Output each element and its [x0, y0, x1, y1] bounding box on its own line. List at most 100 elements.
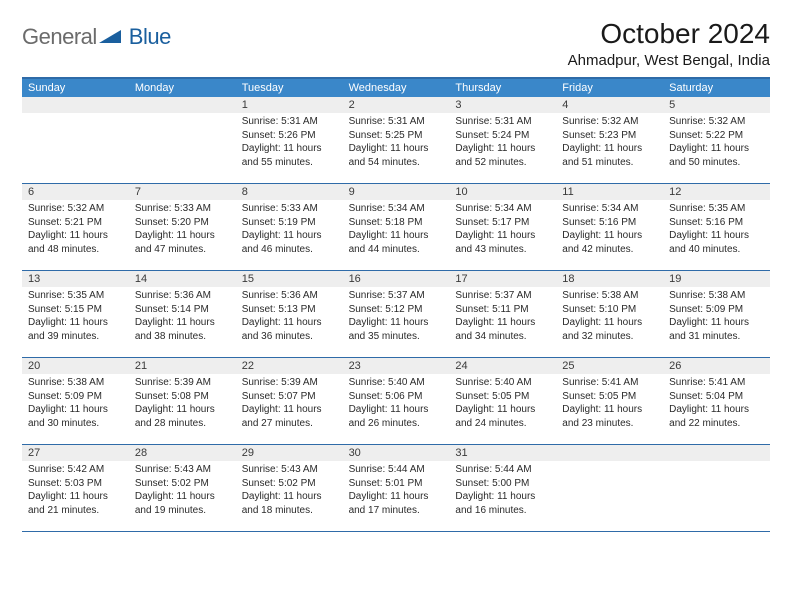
day-body: Sunrise: 5:35 AMSunset: 5:15 PMDaylight:…: [22, 287, 129, 347]
daylight-line: Daylight: 11 hours and 42 minutes.: [562, 229, 657, 256]
day-body: Sunrise: 5:34 AMSunset: 5:17 PMDaylight:…: [449, 200, 556, 260]
day-of-week: Sunday: [22, 79, 129, 97]
day-number: 19: [663, 271, 770, 287]
day-body: Sunrise: 5:35 AMSunset: 5:16 PMDaylight:…: [663, 200, 770, 260]
daylight-line: Daylight: 11 hours and 43 minutes.: [455, 229, 550, 256]
day-cell: 26Sunrise: 5:41 AMSunset: 5:04 PMDayligh…: [663, 358, 770, 444]
daylight-line: Daylight: 11 hours and 21 minutes.: [28, 490, 123, 517]
day-number: 29: [236, 445, 343, 461]
day-number: 1: [236, 97, 343, 113]
day-number: 28: [129, 445, 236, 461]
sunrise-line: Sunrise: 5:31 AM: [242, 115, 337, 129]
sunrise-line: Sunrise: 5:42 AM: [28, 463, 123, 477]
sunset-line: Sunset: 5:02 PM: [242, 477, 337, 491]
sunrise-line: Sunrise: 5:37 AM: [349, 289, 444, 303]
sunset-line: Sunset: 5:25 PM: [349, 129, 444, 143]
day-body: Sunrise: 5:43 AMSunset: 5:02 PMDaylight:…: [236, 461, 343, 521]
sunset-line: Sunset: 5:21 PM: [28, 216, 123, 230]
day-number: [663, 445, 770, 461]
sunset-line: Sunset: 5:06 PM: [349, 390, 444, 404]
sunrise-line: Sunrise: 5:32 AM: [669, 115, 764, 129]
sunset-line: Sunset: 5:13 PM: [242, 303, 337, 317]
header: General Blue October 2024 Ahmadpur, West…: [22, 18, 770, 69]
day-cell: [129, 97, 236, 183]
day-cell: [22, 97, 129, 183]
day-body: Sunrise: 5:38 AMSunset: 5:09 PMDaylight:…: [663, 287, 770, 347]
day-body: Sunrise: 5:36 AMSunset: 5:14 PMDaylight:…: [129, 287, 236, 347]
sunset-line: Sunset: 5:10 PM: [562, 303, 657, 317]
day-cell: 8Sunrise: 5:33 AMSunset: 5:19 PMDaylight…: [236, 184, 343, 270]
sunset-line: Sunset: 5:01 PM: [349, 477, 444, 491]
daylight-line: Daylight: 11 hours and 50 minutes.: [669, 142, 764, 169]
sunset-line: Sunset: 5:02 PM: [135, 477, 230, 491]
sunrise-line: Sunrise: 5:38 AM: [562, 289, 657, 303]
day-body: Sunrise: 5:44 AMSunset: 5:00 PMDaylight:…: [449, 461, 556, 521]
day-body: Sunrise: 5:33 AMSunset: 5:19 PMDaylight:…: [236, 200, 343, 260]
logo-triangle-icon: [99, 27, 121, 48]
sunrise-line: Sunrise: 5:44 AM: [349, 463, 444, 477]
sunset-line: Sunset: 5:22 PM: [669, 129, 764, 143]
sunset-line: Sunset: 5:16 PM: [669, 216, 764, 230]
logo-word1: General: [22, 24, 97, 50]
day-body: Sunrise: 5:32 AMSunset: 5:23 PMDaylight:…: [556, 113, 663, 173]
daylight-line: Daylight: 11 hours and 27 minutes.: [242, 403, 337, 430]
day-number: 20: [22, 358, 129, 374]
sunrise-line: Sunrise: 5:35 AM: [28, 289, 123, 303]
sunset-line: Sunset: 5:20 PM: [135, 216, 230, 230]
sunset-line: Sunset: 5:11 PM: [455, 303, 550, 317]
daylight-line: Daylight: 11 hours and 36 minutes.: [242, 316, 337, 343]
sunrise-line: Sunrise: 5:33 AM: [135, 202, 230, 216]
calendar: SundayMondayTuesdayWednesdayThursdayFrid…: [22, 77, 770, 532]
day-number: 10: [449, 184, 556, 200]
sunset-line: Sunset: 5:12 PM: [349, 303, 444, 317]
day-cell: [556, 445, 663, 531]
daylight-line: Daylight: 11 hours and 46 minutes.: [242, 229, 337, 256]
sunrise-line: Sunrise: 5:35 AM: [669, 202, 764, 216]
sunrise-line: Sunrise: 5:38 AM: [28, 376, 123, 390]
day-of-week: Thursday: [449, 79, 556, 97]
sunrise-line: Sunrise: 5:31 AM: [455, 115, 550, 129]
day-number: 6: [22, 184, 129, 200]
day-number: 5: [663, 97, 770, 113]
day-body: Sunrise: 5:31 AMSunset: 5:24 PMDaylight:…: [449, 113, 556, 173]
sunrise-line: Sunrise: 5:43 AM: [135, 463, 230, 477]
day-number: 7: [129, 184, 236, 200]
day-body: Sunrise: 5:36 AMSunset: 5:13 PMDaylight:…: [236, 287, 343, 347]
sunset-line: Sunset: 5:26 PM: [242, 129, 337, 143]
daylight-line: Daylight: 11 hours and 51 minutes.: [562, 142, 657, 169]
day-cell: 16Sunrise: 5:37 AMSunset: 5:12 PMDayligh…: [343, 271, 450, 357]
day-number: 18: [556, 271, 663, 287]
day-number: 16: [343, 271, 450, 287]
sunset-line: Sunset: 5:03 PM: [28, 477, 123, 491]
day-number: 14: [129, 271, 236, 287]
day-number: [129, 97, 236, 113]
day-cell: 6Sunrise: 5:32 AMSunset: 5:21 PMDaylight…: [22, 184, 129, 270]
day-body: Sunrise: 5:38 AMSunset: 5:09 PMDaylight:…: [22, 374, 129, 434]
day-body: Sunrise: 5:42 AMSunset: 5:03 PMDaylight:…: [22, 461, 129, 521]
day-body: Sunrise: 5:34 AMSunset: 5:18 PMDaylight:…: [343, 200, 450, 260]
sunrise-line: Sunrise: 5:37 AM: [455, 289, 550, 303]
sunrise-line: Sunrise: 5:31 AM: [349, 115, 444, 129]
day-number: 24: [449, 358, 556, 374]
daylight-line: Daylight: 11 hours and 26 minutes.: [349, 403, 444, 430]
sunrise-line: Sunrise: 5:32 AM: [562, 115, 657, 129]
day-body: Sunrise: 5:31 AMSunset: 5:25 PMDaylight:…: [343, 113, 450, 173]
day-body: Sunrise: 5:40 AMSunset: 5:06 PMDaylight:…: [343, 374, 450, 434]
daylight-line: Daylight: 11 hours and 24 minutes.: [455, 403, 550, 430]
day-cell: 15Sunrise: 5:36 AMSunset: 5:13 PMDayligh…: [236, 271, 343, 357]
day-body: Sunrise: 5:44 AMSunset: 5:01 PMDaylight:…: [343, 461, 450, 521]
day-cell: 19Sunrise: 5:38 AMSunset: 5:09 PMDayligh…: [663, 271, 770, 357]
day-cell: 1Sunrise: 5:31 AMSunset: 5:26 PMDaylight…: [236, 97, 343, 183]
day-number: 9: [343, 184, 450, 200]
day-cell: 3Sunrise: 5:31 AMSunset: 5:24 PMDaylight…: [449, 97, 556, 183]
sunrise-line: Sunrise: 5:40 AM: [455, 376, 550, 390]
logo: General Blue: [22, 24, 171, 50]
sunrise-line: Sunrise: 5:41 AM: [562, 376, 657, 390]
day-number: 12: [663, 184, 770, 200]
day-number: 11: [556, 184, 663, 200]
sunset-line: Sunset: 5:09 PM: [28, 390, 123, 404]
sunset-line: Sunset: 5:23 PM: [562, 129, 657, 143]
daylight-line: Daylight: 11 hours and 22 minutes.: [669, 403, 764, 430]
week-row: 27Sunrise: 5:42 AMSunset: 5:03 PMDayligh…: [22, 445, 770, 532]
daylight-line: Daylight: 11 hours and 47 minutes.: [135, 229, 230, 256]
